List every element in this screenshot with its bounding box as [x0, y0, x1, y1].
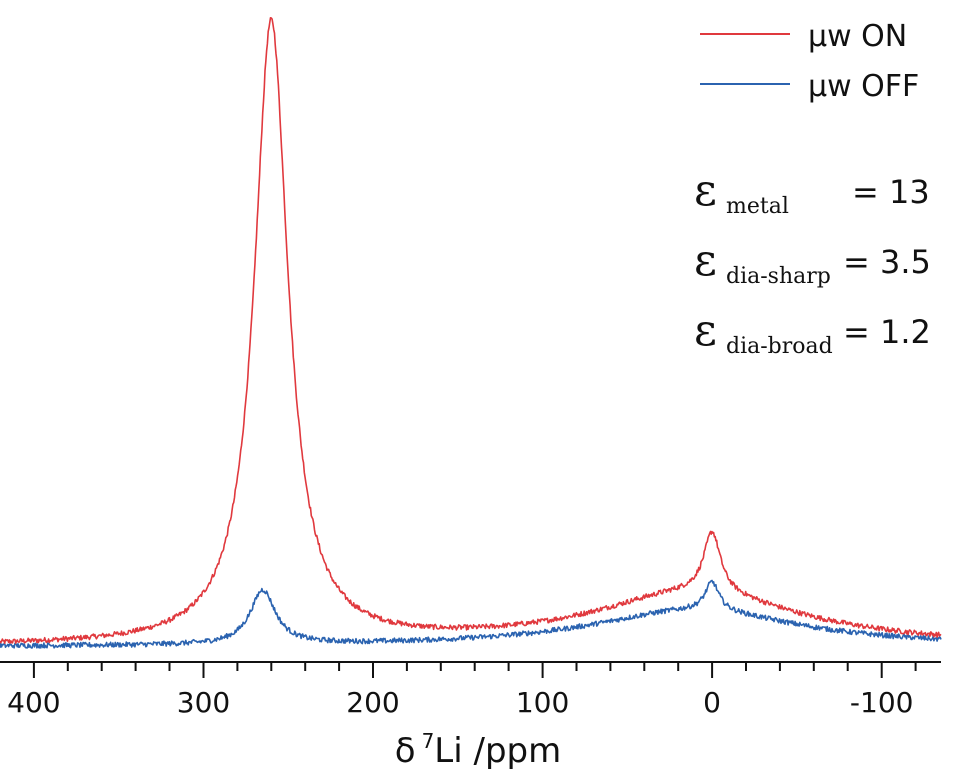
epsilon-value: = 1.2: [843, 313, 931, 351]
epsilon-annotations: ε metal = 13ε dia-sharp = 3.5ε dia-broad = 1.2: [694, 165, 931, 359]
x-axis-label-isotope: 7: [422, 729, 435, 753]
epsilon-subscript: dia-broad: [726, 334, 833, 359]
x-axis-label-text: Li /ppm: [434, 731, 561, 770]
legend-label: μw ON: [808, 19, 907, 54]
epsilon-subscript: metal: [726, 194, 789, 219]
legend-label: μw OFF: [808, 69, 919, 104]
x-tick-label: 300: [177, 686, 230, 719]
x-tick-label: 400: [7, 686, 60, 719]
epsilon-value: = 13: [852, 173, 930, 211]
series-line-uw-off: [0, 579, 942, 649]
epsilon-symbol: ε: [694, 235, 717, 286]
x-axis-label-delta: δ: [395, 731, 416, 770]
epsilon-annotation: ε dia-sharp = 3.5: [694, 235, 931, 289]
series-layer: [0, 16, 942, 649]
legend: μw ON μw OFF: [700, 19, 919, 104]
x-tick-label: 200: [346, 686, 399, 719]
epsilon-annotation: ε dia-broad = 1.2: [694, 305, 931, 359]
epsilon-symbol: ε: [694, 165, 717, 216]
epsilon-annotation: ε metal = 13: [694, 165, 930, 219]
x-tick-label: 100: [516, 686, 569, 719]
epsilon-value: = 3.5: [843, 243, 931, 281]
x-ticks: 400 300 200 100 0 -100: [7, 662, 917, 719]
x-axis-label: δ 7Li /ppm: [395, 729, 561, 770]
epsilon-symbol: ε: [694, 305, 717, 356]
x-tick-label: 0: [703, 686, 721, 719]
series-line-uw-on: [0, 16, 942, 645]
epsilon-subscript: dia-sharp: [726, 264, 831, 289]
x-tick-label: -100: [850, 686, 914, 719]
